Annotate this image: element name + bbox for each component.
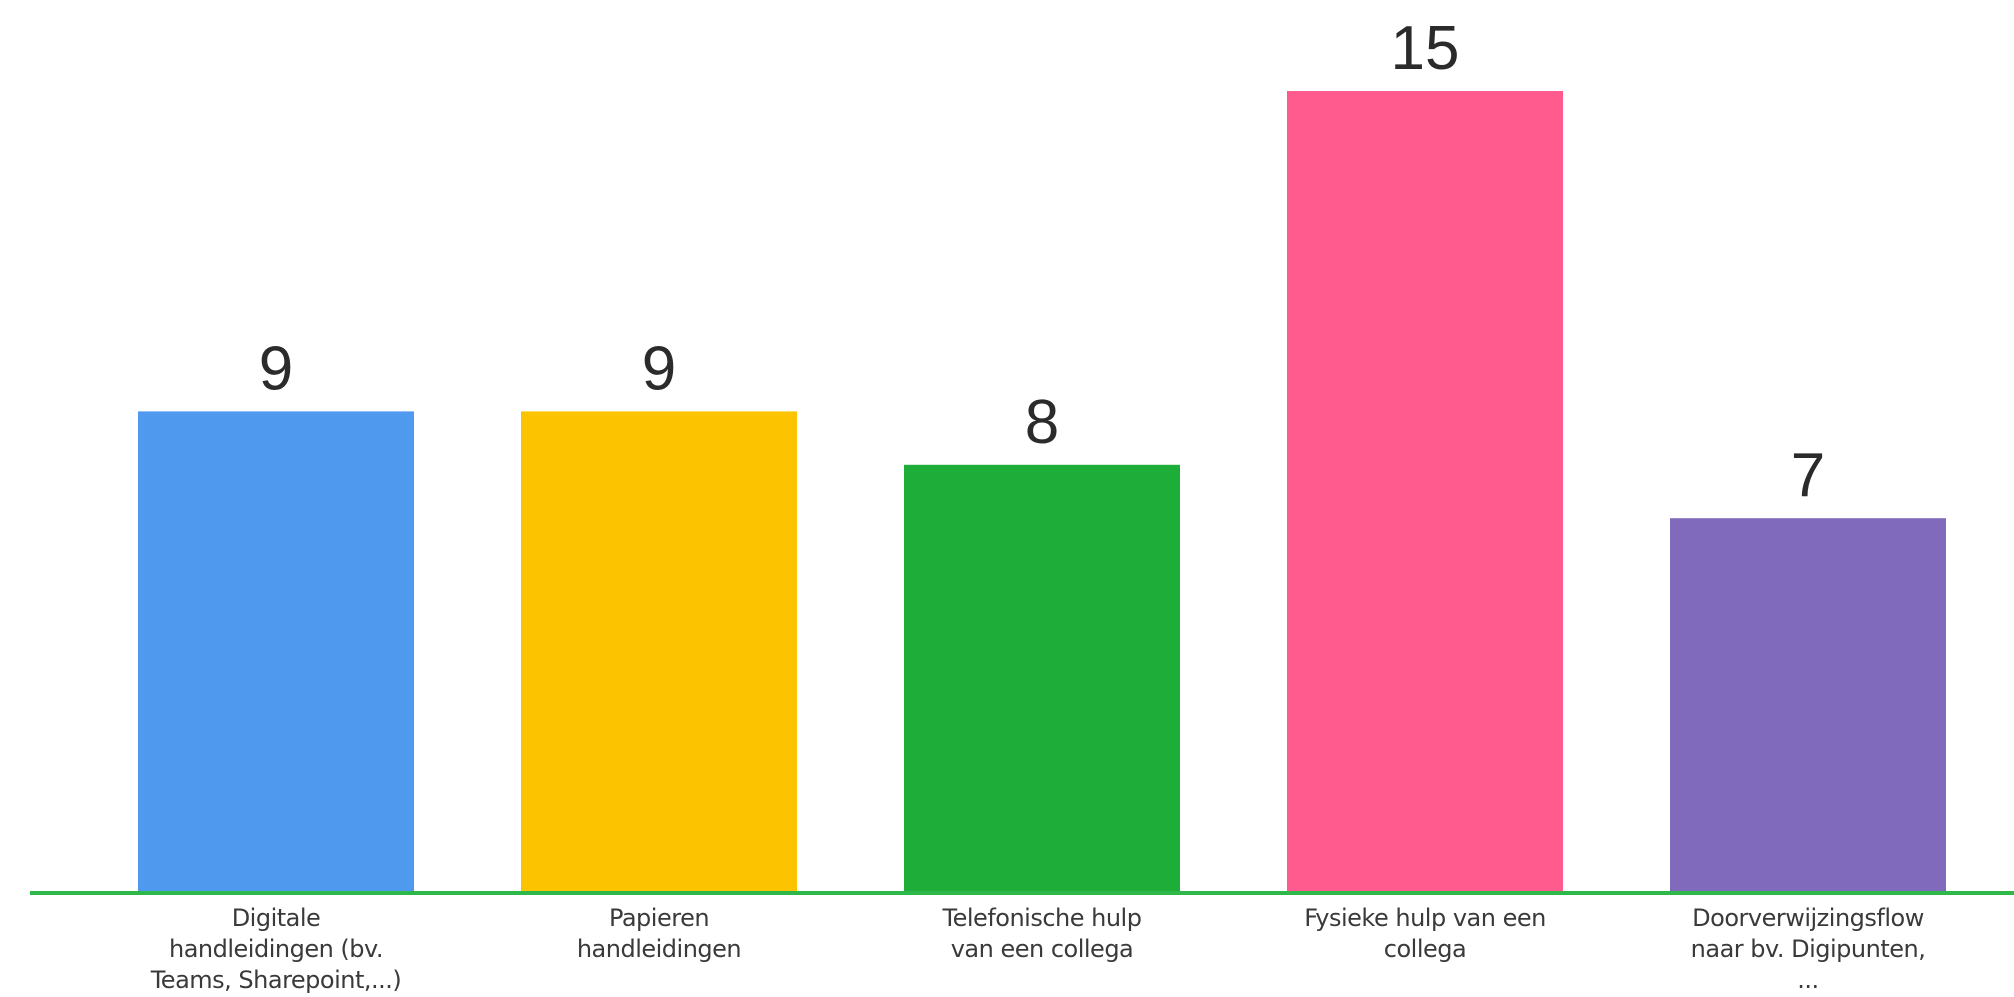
category-label-2: Papieren handleidingen: [577, 904, 741, 963]
category-labels-group: Digitale handleidingen (bv. Teams, Sharepo…: [150, 904, 1926, 994]
value-label-2: 9: [642, 334, 676, 403]
category-label-5: Doorverwijzingsflow naar bv. Digipunten,.…: [1691, 904, 1926, 994]
category-label-3: Telefonische hulp van een collega: [942, 904, 1142, 963]
value-label-4: 15: [1391, 14, 1460, 83]
value-label-3: 8: [1025, 388, 1059, 457]
category-label-1: Digitale handleidingen (bv. Teams, Sharepo…: [150, 904, 402, 994]
value-label-5: 7: [1791, 441, 1825, 510]
value-label-1: 9: [259, 334, 293, 403]
bars-group: [138, 91, 1946, 892]
value-labels-group: 9 9 8 15 7: [259, 14, 1825, 510]
bar-5: [1670, 518, 1946, 892]
bar-3: [904, 464, 1180, 892]
bar-4: [1287, 91, 1563, 892]
bar-1: [138, 411, 414, 892]
category-label-4: Fysieke hulp van een collega: [1304, 904, 1546, 963]
bar-2: [521, 411, 797, 892]
